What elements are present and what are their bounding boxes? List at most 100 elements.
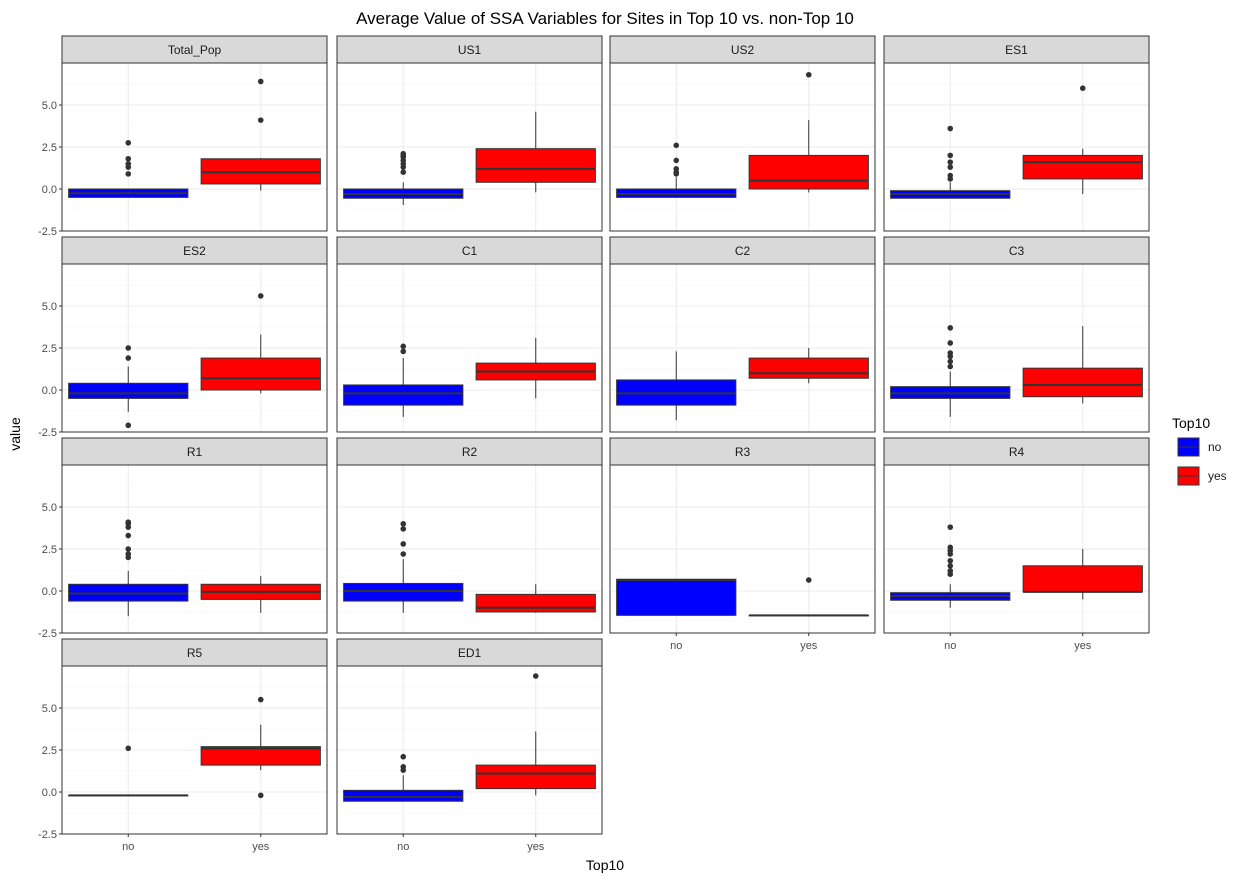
box-no xyxy=(68,140,189,198)
y-tick-label: 2.5 xyxy=(42,745,57,757)
facet-panel: R4 no yes xyxy=(883,437,1150,652)
facet-strip-label: ES2 xyxy=(183,244,206,258)
outlier-point xyxy=(125,422,132,429)
box-yes xyxy=(200,78,321,191)
panel-border xyxy=(609,464,876,634)
facet-strip-label: Total_Pop xyxy=(168,43,222,57)
facet-strip-label: R4 xyxy=(1009,445,1025,459)
panel-border xyxy=(336,464,603,634)
y-tick-label: -2.5 xyxy=(38,427,57,439)
facet-strip xyxy=(336,35,603,64)
box-yes xyxy=(475,673,596,796)
outlier-point xyxy=(673,142,680,149)
facet-strip xyxy=(61,236,328,265)
facet-panel: R5 -2.5 0.0 2.5 5.0 no yes xyxy=(38,638,328,853)
box-iqr xyxy=(748,357,869,379)
outlier-point xyxy=(125,745,132,752)
outlier-point xyxy=(400,526,407,532)
x-tick-label: no xyxy=(397,841,409,853)
outlier-point xyxy=(257,78,264,85)
facet-strip xyxy=(883,437,1150,466)
box-yes xyxy=(200,575,321,613)
facet-panel: R3 no yes xyxy=(609,437,876,652)
facet-strip-label: US2 xyxy=(731,43,755,57)
box-yes xyxy=(748,577,869,617)
outlier-point xyxy=(125,161,132,167)
box-iqr xyxy=(343,582,464,602)
facet-strip-label: C2 xyxy=(735,244,751,258)
box-iqr xyxy=(748,154,869,190)
outlier-point xyxy=(1079,85,1086,91)
outlier-point xyxy=(400,764,407,770)
outlier-point xyxy=(400,753,407,760)
outlier-point xyxy=(805,71,812,78)
outlier-point xyxy=(805,577,812,583)
legend-label-yes: yes xyxy=(1208,469,1227,483)
y-tick-label: 5.0 xyxy=(42,703,57,715)
facet-panel: ES2 -2.5 0.0 2.5 5.0 xyxy=(38,236,328,439)
outlier-point xyxy=(673,166,680,172)
y-tick-label: -2.5 xyxy=(38,829,57,841)
facet-panel: C2 xyxy=(609,236,876,433)
box-no xyxy=(616,578,737,616)
panel-border xyxy=(609,62,876,232)
box-iqr xyxy=(475,148,596,183)
y-tick-label: -2.5 xyxy=(38,628,57,640)
facet-panel: US2 xyxy=(609,35,876,232)
x-tick-label: yes xyxy=(800,640,818,652)
y-tick-label: 2.5 xyxy=(42,544,57,556)
outlier-point xyxy=(125,546,132,552)
outlier-point xyxy=(400,348,407,355)
legend-title: Top10 xyxy=(1172,415,1210,431)
box-yes xyxy=(748,71,869,193)
box-no xyxy=(343,521,464,613)
outlier-point xyxy=(400,343,407,350)
box-iqr xyxy=(1022,565,1143,593)
outlier-point xyxy=(947,563,954,569)
box-no xyxy=(343,150,464,205)
box-yes xyxy=(200,293,321,394)
outlier-point xyxy=(400,150,407,157)
box-no xyxy=(616,142,737,198)
facet-strip-label: US1 xyxy=(458,43,482,57)
x-tick-label: yes xyxy=(527,841,545,853)
y-tick-label: 0.0 xyxy=(42,184,57,196)
panel-border xyxy=(883,263,1150,433)
panel-border xyxy=(336,62,603,232)
facet-panel: ES1 xyxy=(883,35,1150,232)
box-yes xyxy=(200,696,321,799)
box-no xyxy=(616,351,737,421)
facet-strip xyxy=(609,236,876,265)
x-tick-label: no xyxy=(122,841,134,853)
outlier-point xyxy=(947,159,954,165)
facet-strip xyxy=(61,437,328,466)
chart-title: Average Value of SSA Variables for Sites… xyxy=(356,9,854,28)
facet-strip-label: R1 xyxy=(187,445,203,459)
box-iqr xyxy=(1022,367,1143,398)
outlier-point xyxy=(400,551,407,557)
y-tick-label: 0.0 xyxy=(42,787,57,799)
box-yes xyxy=(475,584,596,613)
outlier-point xyxy=(125,171,132,177)
box-no xyxy=(68,745,189,797)
outlier-point xyxy=(947,544,954,551)
outlier-point xyxy=(532,673,539,679)
facet-panel: C3 xyxy=(883,236,1150,433)
box-no xyxy=(890,125,1011,199)
legend: Top10 no yes xyxy=(1172,415,1227,486)
panel-border xyxy=(61,263,328,433)
outlier-point xyxy=(125,519,132,525)
outlier-point xyxy=(947,350,954,356)
box-no xyxy=(68,345,189,429)
y-tick-label: 5.0 xyxy=(42,301,57,313)
box-yes xyxy=(1022,326,1143,404)
facet-strip-label: R2 xyxy=(462,445,478,459)
legend-label-no: no xyxy=(1208,440,1222,454)
box-iqr xyxy=(343,384,464,406)
facet-strip xyxy=(61,35,328,64)
box-yes xyxy=(475,111,596,193)
facet-strip-label: R3 xyxy=(735,445,751,459)
facet-panel: US1 xyxy=(336,35,603,232)
outlier-point xyxy=(125,551,132,557)
panel-border xyxy=(61,62,328,232)
